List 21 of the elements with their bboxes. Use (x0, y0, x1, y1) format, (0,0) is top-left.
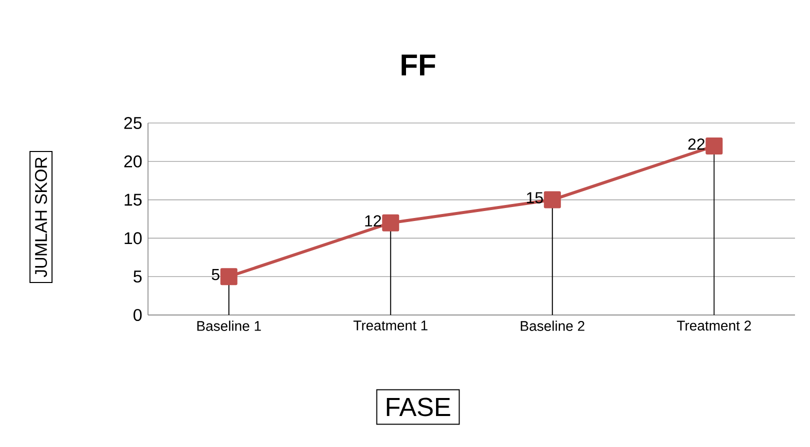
y-axis-title: JUMLAH SKOR (34, 157, 48, 278)
y-tick-label: 0 (134, 308, 142, 322)
y-tick-label: 5 (134, 270, 142, 283)
y-tick-label: 20 (124, 155, 142, 168)
point (382, 214, 400, 232)
y-tick-label: 15 (124, 194, 142, 206)
point (544, 191, 561, 208)
chart-title: FF (402, 54, 436, 76)
point (220, 268, 238, 286)
data-label: 5 (212, 269, 220, 280)
x-tick-label: Treatment 2 (676, 320, 751, 331)
data-label: 15 (526, 192, 543, 204)
y-tick-label: 10 (124, 232, 142, 244)
x-tick-label: Baseline 2 (520, 320, 584, 331)
x-tick-label: Treatment 1 (353, 320, 428, 330)
data-label: 22 (688, 138, 704, 150)
x-axis-title: FASE (386, 398, 450, 416)
y-tick-label: 25 (124, 116, 142, 130)
point (706, 138, 723, 155)
x-tick-label: Baseline 1 (197, 320, 261, 331)
data-label: 12 (365, 215, 381, 226)
